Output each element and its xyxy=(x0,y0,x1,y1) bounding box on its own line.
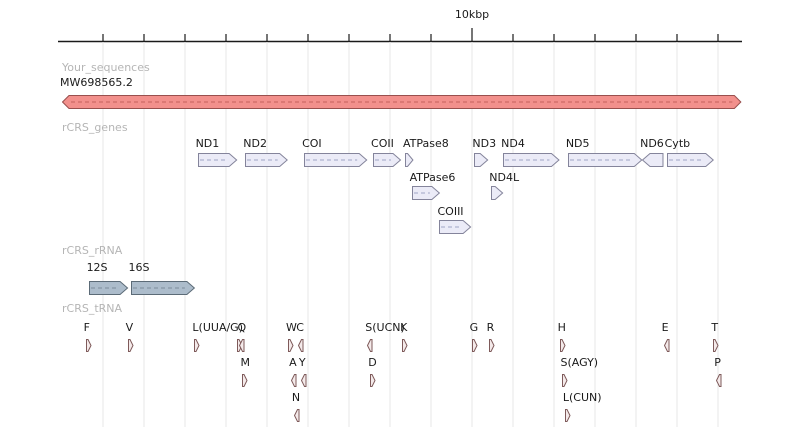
trna-arrow-S(AGY) xyxy=(562,374,569,387)
trna-arrow-H xyxy=(559,339,566,352)
trna-label-G: G xyxy=(469,321,479,334)
gene-label-ATPase8: ATPase8 xyxy=(403,137,449,150)
trna-label-K: K xyxy=(400,321,408,334)
gene-label-ND4L: ND4L xyxy=(489,171,520,184)
trna-label-R: R xyxy=(486,321,495,334)
ruler-unit-label: 10kbp xyxy=(454,8,490,21)
gene-arrow-ATPase6 xyxy=(411,186,440,200)
trna-label-S(UCN): S(UCN) xyxy=(365,321,405,334)
trna-arrow-C xyxy=(298,339,304,352)
trna-arrow-D xyxy=(370,374,376,387)
gene-label-Cytb: Cytb xyxy=(664,137,691,150)
trna-arrow-P xyxy=(716,374,722,387)
trna-label-A: A xyxy=(289,356,297,369)
trna-label-N: N xyxy=(291,391,301,404)
trna-label-S(AGY): S(AGY) xyxy=(560,356,599,369)
gene-label-ND1: ND1 xyxy=(195,137,220,150)
track-label-rcrs_genes: rCRS_genes xyxy=(62,121,128,134)
gene-label-ATPase6: ATPase6 xyxy=(409,171,456,184)
trna-label-D: D xyxy=(368,356,377,369)
gene-arrow-ND4L xyxy=(491,186,504,200)
gene-arrow-ND3 xyxy=(474,153,489,167)
gene-arrow-ND1 xyxy=(197,153,237,167)
gene-label-ND3: ND3 xyxy=(472,137,497,150)
gene-arrow-ND2 xyxy=(245,153,289,167)
trna-label-H: H xyxy=(557,321,566,334)
trna-arrow-V xyxy=(127,339,134,352)
track-label-rcrs_trna: rCRS_tRNA xyxy=(62,302,123,315)
trna-label-E: E xyxy=(661,321,669,334)
trna-label-T: T xyxy=(711,321,719,334)
gene-arrow-COIII xyxy=(439,220,472,234)
trna-label-P: P xyxy=(714,356,721,369)
trna-label-W: W xyxy=(285,321,297,334)
gene-label-ND5: ND5 xyxy=(565,137,590,150)
rrna-label-16S: 16S xyxy=(128,261,150,274)
trna-arrow-M xyxy=(242,374,249,387)
trna-arrow-N xyxy=(293,409,300,422)
trna-arrow-W xyxy=(287,339,294,352)
trna-arrow-L(UUA/G) xyxy=(194,339,200,352)
sequence-label-MW698565.2: MW698565.2 xyxy=(60,76,133,89)
gene-arrow-ATPase8 xyxy=(405,153,414,167)
gene-label-COI: COI xyxy=(302,137,322,150)
gene-label-COIII: COIII xyxy=(437,205,464,218)
trna-arrow-K xyxy=(402,339,408,352)
rrna-arrow-12S xyxy=(88,281,128,295)
gene-arrow-COI xyxy=(304,153,368,167)
gene-arrow-ND4 xyxy=(503,153,560,167)
rrna-arrow-16S xyxy=(130,281,195,295)
trna-arrow-L(CUN) xyxy=(564,409,571,422)
trna-arrow-A xyxy=(291,374,297,387)
trna-label-Y: Y xyxy=(298,356,306,369)
trna-label-V: V xyxy=(125,321,134,334)
track-label-your_sequences: Your_sequences xyxy=(62,61,150,74)
rrna-label-12S: 12S xyxy=(86,261,108,274)
trna-label-L(UUA/G): L(UUA/G) xyxy=(192,321,243,334)
trna-arrow-Y xyxy=(300,374,307,387)
gene-label-ND2: ND2 xyxy=(243,137,267,150)
trna-arrow-G xyxy=(471,339,478,352)
gene-arrow-ND5 xyxy=(567,153,643,167)
trna-arrow-T xyxy=(713,339,719,352)
gene-label-ND4: ND4 xyxy=(501,137,525,150)
trna-arrow-R xyxy=(488,339,495,352)
trna-label-M: M xyxy=(240,356,250,369)
gene-label-ND6: ND6 xyxy=(640,137,664,150)
trna-arrow-S(UCN) xyxy=(367,339,373,352)
gene-arrow-ND6 xyxy=(642,153,664,167)
trna-label-C: C xyxy=(296,321,304,334)
trna-arrow-F xyxy=(85,339,92,352)
track-label-rcrs_rrna: rCRS_rRNA xyxy=(62,244,123,257)
trna-arrow-Q xyxy=(239,339,245,352)
sequence-arrow-MW698565.2 xyxy=(62,95,742,109)
trna-arrow-E xyxy=(663,339,670,352)
trna-label-Q: Q xyxy=(237,321,247,334)
gene-arrow-Cytb xyxy=(666,153,714,167)
gene-label-COII: COII xyxy=(371,137,394,150)
trna-label-L(CUN): L(CUN) xyxy=(562,391,602,404)
trna-label-F: F xyxy=(83,321,90,334)
gene-arrow-COII xyxy=(373,153,402,167)
